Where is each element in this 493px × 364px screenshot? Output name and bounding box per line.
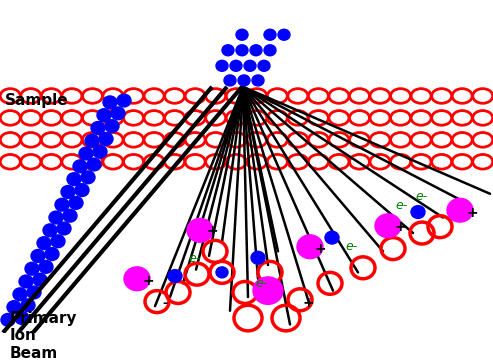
Circle shape [117,94,131,107]
Circle shape [79,147,93,160]
Circle shape [124,267,150,290]
Circle shape [238,75,250,86]
Circle shape [447,198,473,222]
Circle shape [236,29,248,40]
Circle shape [67,173,81,186]
Circle shape [87,158,101,171]
Circle shape [39,261,53,273]
Circle shape [411,206,425,218]
Circle shape [264,45,276,56]
Circle shape [230,60,242,71]
Text: +: + [302,296,314,310]
Circle shape [85,134,99,147]
Circle shape [37,237,51,249]
Circle shape [73,160,87,173]
Circle shape [264,29,276,40]
Text: Primary
Ion
Beam: Primary Ion Beam [10,311,77,361]
Text: +: + [395,219,407,234]
Text: e-: e- [345,240,357,253]
Circle shape [25,262,39,275]
Circle shape [168,270,182,282]
Circle shape [216,60,228,71]
Circle shape [105,120,119,132]
Text: -: - [162,297,167,310]
Circle shape [69,197,83,209]
Circle shape [224,75,236,86]
Text: +: + [207,224,218,238]
Circle shape [1,313,15,326]
Circle shape [253,277,283,304]
Circle shape [21,299,35,312]
Circle shape [55,198,69,211]
Circle shape [187,218,213,242]
Circle shape [15,312,29,324]
Circle shape [375,214,401,238]
Text: e-: e- [395,199,407,212]
Circle shape [7,301,21,313]
Circle shape [61,186,75,198]
Circle shape [91,122,105,134]
Circle shape [45,248,59,261]
Circle shape [216,267,228,278]
Circle shape [33,273,47,286]
Circle shape [236,45,248,56]
Text: e-: e- [188,252,200,265]
Circle shape [51,235,65,248]
Text: +: + [466,206,478,220]
Text: +: + [143,274,155,288]
Circle shape [63,209,77,222]
Circle shape [97,109,111,122]
Circle shape [252,75,264,86]
Circle shape [43,224,57,237]
Circle shape [111,107,125,120]
Circle shape [81,171,95,184]
Circle shape [93,145,107,158]
Circle shape [103,96,117,109]
Circle shape [278,29,290,40]
Circle shape [244,60,256,71]
Text: e-: e- [415,190,427,203]
Circle shape [222,45,234,56]
Circle shape [27,286,41,299]
Circle shape [57,222,71,235]
Circle shape [297,235,323,259]
Circle shape [251,251,265,264]
Circle shape [31,249,45,262]
Circle shape [13,288,27,301]
Text: +: + [315,242,327,256]
Circle shape [99,132,113,145]
Circle shape [49,211,63,224]
Circle shape [75,184,89,197]
Circle shape [19,275,33,288]
Circle shape [325,231,339,244]
Text: Sample: Sample [5,93,69,108]
Circle shape [258,60,270,71]
Text: e-: e- [255,277,267,290]
Circle shape [250,45,262,56]
